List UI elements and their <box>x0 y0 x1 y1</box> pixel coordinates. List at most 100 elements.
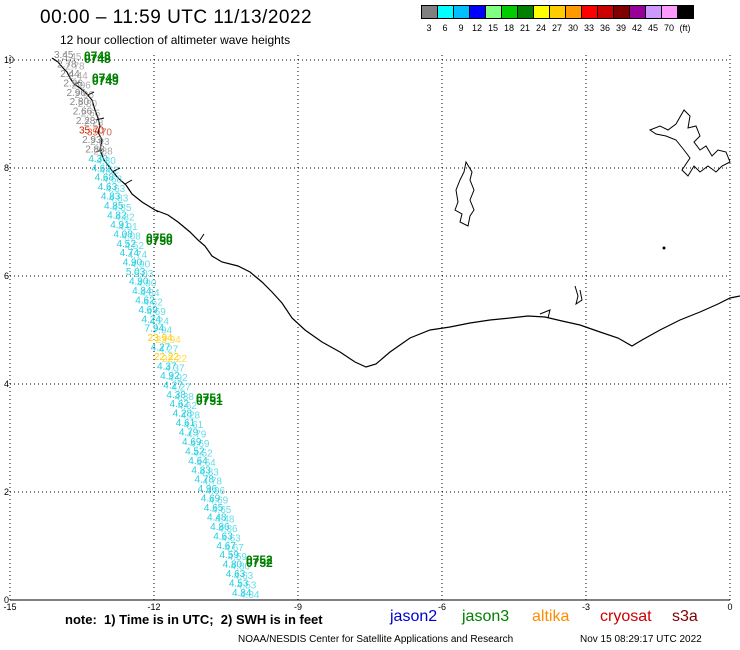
swh-label: 2.78 <box>57 59 77 70</box>
swh-label: 4.67 <box>224 543 244 554</box>
y-tick-label: 4 <box>4 379 9 389</box>
swh-label: 4.63 <box>98 182 118 193</box>
swh-label: 5.03 <box>134 269 154 280</box>
swh-label: 4.27 <box>159 345 179 356</box>
swh-label: 4.52 <box>124 241 144 252</box>
swh-label: 4.28 <box>181 411 201 422</box>
legend-label: 6 <box>442 23 448 33</box>
x-tick-label: -6 <box>438 602 446 612</box>
swh-label: 4.63 <box>106 184 126 195</box>
swh-label: 4.85 <box>104 201 124 212</box>
satellite-label-jason2: jason2 <box>390 608 438 625</box>
footer-note: note: 1) Time is in UTC; 2) SWH is in fe… <box>65 612 323 627</box>
coastline-detail <box>74 81 551 319</box>
swh-label: 4.80 <box>223 560 243 571</box>
legend-label: 42 <box>631 23 642 33</box>
swh-label: 2.93 <box>82 135 102 146</box>
pass-id-label: 0752 <box>246 553 273 567</box>
legend-label: 3 <box>426 23 432 33</box>
swh-label: 2.88 <box>93 146 113 157</box>
swh-label: 4.91 <box>110 220 130 231</box>
swh-label: 4.83 <box>191 465 211 476</box>
swh-label: 4.53 <box>229 579 249 590</box>
legend-label: 45 <box>647 23 658 33</box>
swh-label: 4.96 <box>206 486 226 497</box>
swh-label: 4.64 <box>196 458 216 469</box>
pass-id-label: 0749 <box>92 74 119 88</box>
altimeter-track: 3.453.452.782.782.442.442.962.962.962.96… <box>54 49 273 601</box>
swh-label: 4.62 <box>99 165 119 176</box>
swh-label: 4.69 <box>146 307 166 318</box>
legend-label: 21 <box>519 23 530 33</box>
legend-swatches <box>421 5 694 19</box>
swh-label: 4.96 <box>198 484 218 495</box>
swh-label: 4.27 <box>151 343 171 354</box>
legend-label: 18 <box>503 23 514 33</box>
swh-label: 4.62 <box>170 399 190 410</box>
swh-label: 4.27 <box>163 380 183 391</box>
swh-label: 4.78 <box>195 475 215 486</box>
swh-label: 7.94 <box>153 326 173 337</box>
satellite-label-s3a: s3a <box>672 608 698 625</box>
swh-label: 2.28 <box>84 118 104 129</box>
color-legend: 3 6 9 12 15 18 21 24 27 30 33 36 39 42 45 70 (ft) <box>421 5 694 33</box>
swh-label: 4.24 <box>149 316 169 327</box>
swh-label: 2.80 <box>78 99 98 110</box>
swh-label: 4.86 <box>218 524 238 535</box>
swh-label: 4.30 <box>88 154 108 165</box>
swh-label: 4.65 <box>212 505 232 516</box>
generation-timestamp: Nov 15 08:29:17 UTC 2022 <box>580 634 702 645</box>
satellite-label-jason3: jason3 <box>462 608 510 625</box>
swh-label: 2.96 <box>71 80 91 91</box>
swh-label: 4.69 <box>182 437 202 448</box>
swh-label: 4.79 <box>179 428 199 439</box>
swh-label: 4.79 <box>187 430 207 441</box>
swh-label: 22.22 <box>154 352 179 363</box>
y-tick-label: 2 <box>4 487 9 497</box>
swh-label: 4.48 <box>207 512 227 523</box>
swh-label: 4.62 <box>135 295 155 306</box>
legend-label: 30 <box>567 23 578 33</box>
y-tick-label: 8 <box>4 163 9 173</box>
swh-label: 4.37 <box>157 361 177 372</box>
swh-label: 4.92 <box>168 373 188 384</box>
swh-label: 4.53 <box>237 581 257 592</box>
pass-id-label: 0749 <box>92 71 119 85</box>
swh-label: 4.30 <box>96 156 116 167</box>
swh-label: 4.83 <box>101 192 121 203</box>
swh-label: 2.44 <box>60 69 80 80</box>
pass-id-label: 0751 <box>196 391 223 405</box>
swh-label: 2.44 <box>68 71 88 82</box>
swh-label: 2.80 <box>70 97 90 108</box>
legend-labels: 3 6 9 12 15 18 21 24 27 30 33 36 39 42 45 70 (ft) <box>421 23 693 33</box>
swh-label: 2.88 <box>85 144 105 155</box>
swh-label: 4.84 <box>132 286 152 297</box>
legend-swatch <box>677 5 694 19</box>
legend-label: 70 <box>663 23 674 33</box>
x-tick-label: -15 <box>3 602 16 612</box>
swh-label: 4.91 <box>118 222 138 233</box>
swh-label: 4.82 <box>107 210 127 221</box>
swh-label: 4.52 <box>185 446 205 457</box>
swh-label: 5.03 <box>126 267 146 278</box>
x-tick-label: 0 <box>727 602 732 612</box>
swh-label: 3.45 <box>62 52 82 63</box>
swh-label: 4.69 <box>138 305 158 316</box>
legend-label: 15 <box>487 23 498 33</box>
swh-label: 4.83 <box>199 467 219 478</box>
swh-label: 4.92 <box>160 371 180 382</box>
legend-label: 39 <box>615 23 626 33</box>
swh-label: 4.68 <box>95 173 115 184</box>
swh-label: 4.08 <box>113 229 133 240</box>
swh-label: 4.69 <box>201 494 221 505</box>
swh-label: 2.93 <box>90 137 110 148</box>
river-niger <box>648 109 731 177</box>
swh-label: 4.08 <box>121 231 141 242</box>
swh-label: 4.63 <box>226 569 246 580</box>
swh-label: 4.62 <box>178 401 198 412</box>
legend-label: 33 <box>583 23 594 33</box>
x-tick-label: -12 <box>147 602 160 612</box>
swh-label: 2.66 <box>73 107 93 118</box>
swh-label: 22.22 <box>162 354 187 365</box>
